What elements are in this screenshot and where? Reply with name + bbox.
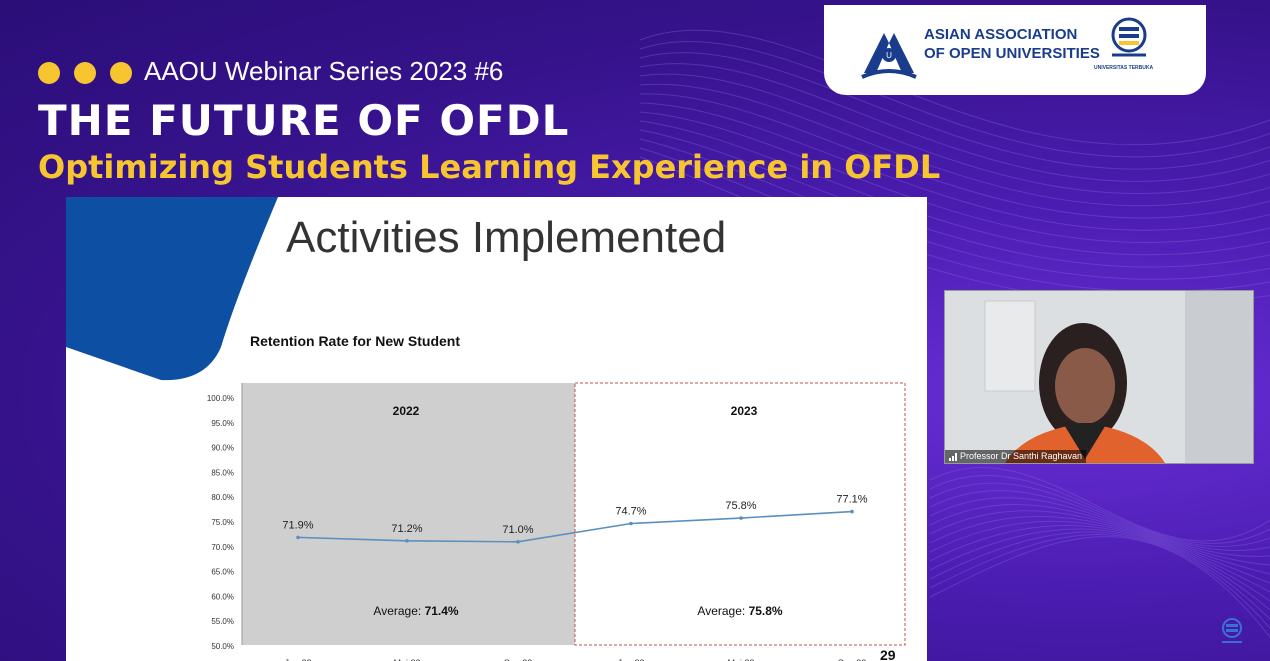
decorative-dots <box>38 62 132 84</box>
slide-heading: Activities Implemented <box>286 213 727 262</box>
data-point <box>629 521 633 526</box>
wave-line <box>929 475 1270 544</box>
data-point <box>296 535 300 540</box>
data-label: 71.0% <box>502 524 533 536</box>
x-tick-label: Mei 22 <box>393 658 420 661</box>
webcam-tile[interactable]: Professor Dr Santhi Raghavan <box>944 290 1254 464</box>
wave-line <box>929 482 1270 547</box>
y-tick-label: 60.0% <box>211 592 234 601</box>
wave-line <box>929 528 1270 611</box>
data-label: 77.1% <box>836 494 867 506</box>
x-tick-labels: Jan 22 Mei 22 Sep 22 Jan 23 Mei 23 Sep 23 <box>284 658 866 661</box>
participant-name: Professor Dr Santhi Raghavan <box>960 451 1083 461</box>
wave-line <box>929 467 1270 542</box>
group-2023-average: Average: 75.8% <box>697 604 783 618</box>
y-tick-label: 100.0% <box>207 394 234 403</box>
wave-line <box>639 62 1270 182</box>
webcam-video <box>945 291 1253 463</box>
group-2022-label: 2022 <box>393 404 420 418</box>
svg-text:U: U <box>886 51 892 60</box>
wave-line <box>639 93 1270 219</box>
dot-icon <box>74 62 96 84</box>
series-title: AAOU Webinar Series 2023 #6 <box>144 56 504 86</box>
aaou-line-2: OF OPEN UNIVERSITIES <box>924 45 1100 62</box>
wave-line <box>639 83 1270 207</box>
data-point <box>850 509 854 514</box>
x-tick-label: Jan 23 <box>617 658 644 661</box>
wave-line <box>929 510 1270 575</box>
signal-strength-icon <box>949 452 957 461</box>
aaou-logo-icon: U <box>861 33 917 79</box>
data-label: 71.2% <box>391 523 422 535</box>
aaou-line-1: ASIAN ASSOCIATION <box>924 26 1078 43</box>
data-label: 74.7% <box>615 505 646 517</box>
y-tick-label: 50.0% <box>211 642 234 651</box>
y-tick-labels: 100.0% 95.0% 90.0% 85.0% 80.0% 75.0% 70.0% 65.0… <box>207 394 234 651</box>
wave-line <box>639 102 1270 231</box>
ut-logo-label: UNIVERSITAS TERBUKA <box>1094 65 1154 71</box>
logo-panel: U ASIAN ASSOCIATION OF OPEN UNIVERSITIES… <box>824 5 1206 95</box>
group-2022-panel <box>242 383 575 645</box>
ut-watermark-icon <box>1222 618 1242 643</box>
main-title: THE FUTURE OF OFDL <box>38 96 570 145</box>
y-tick-label: 55.0% <box>211 617 234 626</box>
wave-line <box>929 515 1270 584</box>
wave-line <box>929 536 1270 638</box>
wave-line <box>639 29 1270 146</box>
group-2022-average: Average: 71.4% <box>373 604 459 618</box>
x-tick-label: Jan 22 <box>284 658 311 661</box>
dot-icon <box>38 62 60 84</box>
y-tick-label: 85.0% <box>211 468 234 477</box>
data-label: 75.8% <box>725 500 756 512</box>
y-tick-label: 80.0% <box>211 493 234 502</box>
wave-line <box>929 534 1270 629</box>
wave-line <box>639 73 1270 194</box>
slide-number: 29 <box>880 647 896 661</box>
wave-line <box>929 490 1270 552</box>
y-tick-label: 75.0% <box>211 518 234 527</box>
wave-line <box>929 520 1270 593</box>
series-retention: 71.9% 71.2% 71.0% 74.7% 75.8% 77.1% <box>282 494 868 544</box>
wave-line <box>639 41 1270 158</box>
y-tick-label: 90.0% <box>211 444 234 453</box>
x-tick-label: Sep 22 <box>504 658 533 661</box>
data-point <box>516 540 520 544</box>
series-line <box>297 510 853 543</box>
wave-line <box>929 525 1270 602</box>
y-tick-label: 95.0% <box>211 419 234 428</box>
group-2023-panel <box>574 382 906 646</box>
wave-line <box>929 497 1270 557</box>
data-point <box>405 539 409 543</box>
y-tick-label: 65.0% <box>211 568 234 577</box>
chart-title: Retention Rate for New Student <box>250 333 461 349</box>
wave-line <box>639 52 1270 170</box>
dot-icon <box>110 62 132 84</box>
data-point <box>739 516 743 520</box>
wave-line <box>929 504 1270 566</box>
group-2023-label: 2023 <box>731 404 758 418</box>
ut-logo-icon <box>1111 17 1147 57</box>
presentation-slide: 2022 2023 Average: 71.4% Average: 75.8% … <box>66 197 927 661</box>
participant-name-bar: Professor Dr Santhi Raghavan <box>945 450 1087 463</box>
wave-line <box>929 531 1270 620</box>
slide-corner-shape <box>66 197 278 381</box>
slide-chart: 2022 2023 Average: 71.4% Average: 75.8% … <box>66 197 906 661</box>
y-tick-label: 70.0% <box>211 543 234 552</box>
x-tick-label: Sep 23 <box>838 658 867 661</box>
sub-title: Optimizing Students Learning Experience … <box>38 148 941 186</box>
aaou-logo-text: ASIAN ASSOCIATION OF OPEN UNIVERSITIES <box>924 25 1100 63</box>
data-label: 71.9% <box>282 519 313 531</box>
x-tick-label: Mei 23 <box>727 658 754 661</box>
